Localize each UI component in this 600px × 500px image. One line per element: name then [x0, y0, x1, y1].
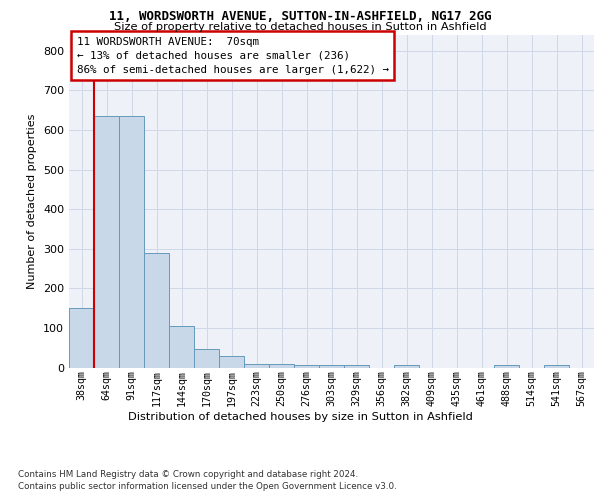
Bar — [394, 364, 419, 368]
Bar — [169, 326, 194, 368]
Text: 11 WORDSWORTH AVENUE:  70sqm
← 13% of detached houses are smaller (236)
86% of s: 11 WORDSWORTH AVENUE: 70sqm ← 13% of det… — [77, 36, 389, 74]
Bar — [144, 252, 169, 368]
Bar — [244, 364, 269, 368]
Bar — [319, 364, 344, 368]
Bar — [69, 308, 94, 368]
Bar — [219, 356, 244, 368]
Bar — [294, 364, 319, 368]
Bar — [344, 364, 369, 368]
Text: Contains public sector information licensed under the Open Government Licence v3: Contains public sector information licen… — [18, 482, 397, 491]
Text: 11, WORDSWORTH AVENUE, SUTTON-IN-ASHFIELD, NG17 2GG: 11, WORDSWORTH AVENUE, SUTTON-IN-ASHFIEL… — [109, 10, 491, 23]
Text: Distribution of detached houses by size in Sutton in Ashfield: Distribution of detached houses by size … — [128, 412, 472, 422]
Bar — [94, 116, 119, 368]
Bar — [269, 364, 294, 368]
Bar — [544, 364, 569, 368]
Bar — [194, 348, 219, 368]
Bar — [494, 364, 519, 368]
Text: Contains HM Land Registry data © Crown copyright and database right 2024.: Contains HM Land Registry data © Crown c… — [18, 470, 358, 479]
Text: Size of property relative to detached houses in Sutton in Ashfield: Size of property relative to detached ho… — [113, 22, 487, 32]
Bar — [119, 116, 144, 368]
Y-axis label: Number of detached properties: Number of detached properties — [28, 114, 37, 289]
